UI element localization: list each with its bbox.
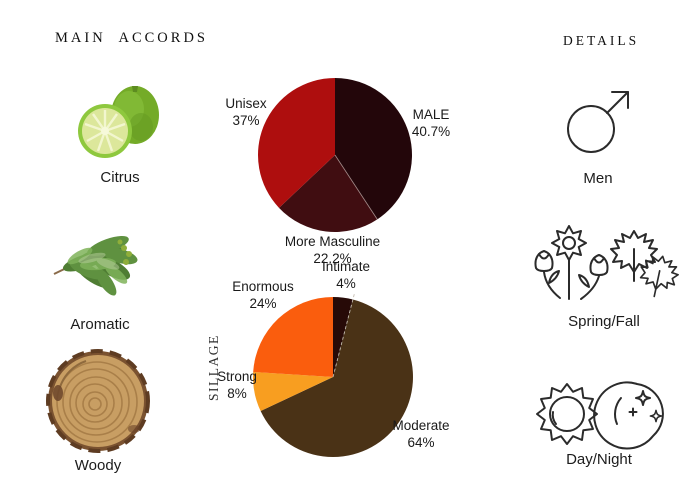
small-plus-star <box>628 407 638 417</box>
detail-label-day-night: Day/Night <box>566 451 632 468</box>
pie-slice-moderate <box>260 299 413 457</box>
pie-label-strong: Strong 8% <box>217 369 257 401</box>
pie-label-more-masculine: More Masculine 22.2% <box>284 234 381 266</box>
pie-label-moderate: Moderate 64% <box>392 418 450 450</box>
gender-pie-chart <box>257 78 412 232</box>
pie-label-unisex: Unisex 37% <box>225 96 267 128</box>
pie-slice-unisex <box>257 78 335 208</box>
accord-label-woody: Woody <box>74 457 122 474</box>
main-accords-heading: MAIN ACCORDS <box>55 30 208 46</box>
pie-divider-line <box>334 154 378 220</box>
pie-label-enormous: Enormous 24% <box>232 279 294 311</box>
detail-label-spring-fall: Spring/Fall <box>568 313 640 330</box>
details-heading: DETAILS <box>563 33 640 48</box>
accord-label-citrus: Citrus <box>100 169 140 186</box>
accord-label-aromatic: Aromatic <box>70 316 130 333</box>
male-symbol-icon <box>567 91 629 153</box>
sun-and-moon-icon <box>536 381 664 450</box>
pie-slice-enormous <box>253 297 333 377</box>
citrus-bergamot-image <box>78 86 159 158</box>
pie-divider-line <box>332 292 356 378</box>
sillage-pie-chart <box>253 292 413 457</box>
wood-slice-image <box>46 349 150 453</box>
flowers-and-maple-leaves-icon <box>534 225 679 300</box>
pie-slice-more-masculine <box>278 155 378 232</box>
detail-label-men: Men <box>583 170 613 187</box>
pie-label-male: MALE 40.7% <box>411 107 451 139</box>
conifer-sprig-image <box>53 236 138 296</box>
pie-label-intimate: Intimate 4% <box>321 259 371 291</box>
pie-slice-strong <box>253 371 333 412</box>
